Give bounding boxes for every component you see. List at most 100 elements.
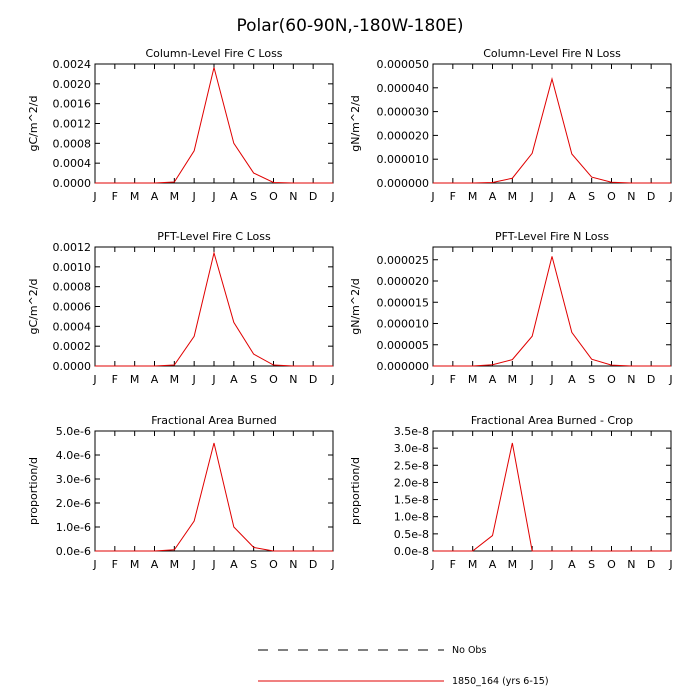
y-tick-label: 0.0020 — [53, 78, 92, 91]
y-tick-label: 1.0e-8 — [394, 511, 429, 524]
x-tick-label: M — [170, 190, 180, 203]
series-line — [95, 250, 333, 367]
y-tick-label: 2.0e-8 — [394, 476, 429, 489]
x-tick-label: J — [92, 190, 96, 203]
y-tick-label: 0.5e-8 — [394, 528, 429, 541]
y-axis-label: gN/m^2/d — [349, 95, 362, 152]
x-tick-label: F — [450, 558, 456, 571]
x-tick-label: J — [330, 373, 334, 386]
panel-title: PFT-Level Fire N Loss — [495, 230, 609, 243]
panel-title: Column-Level Fire C Loss — [145, 47, 282, 60]
y-tick-label: 0.0004 — [53, 320, 92, 333]
x-tick-label: J — [549, 373, 553, 386]
x-tick-label: A — [568, 190, 576, 203]
panel-title: Fractional Area Burned — [151, 414, 277, 427]
series-line — [95, 442, 333, 552]
x-tick-label: M — [468, 373, 478, 386]
x-tick-label: M — [508, 190, 518, 203]
x-tick-label: F — [450, 373, 456, 386]
y-tick-label: 5.0e-6 — [56, 425, 91, 438]
x-tick-label: F — [112, 373, 118, 386]
legend-label-obs: No Obs — [452, 645, 486, 656]
y-tick-label: 0.0000 — [53, 177, 92, 190]
x-tick-label: D — [309, 373, 317, 386]
plot-frame — [432, 63, 672, 184]
x-tick-label: J — [549, 190, 553, 203]
x-tick-label: A — [151, 190, 159, 203]
legend-label-model: 1850_164 (yrs 6-15) — [452, 676, 549, 687]
y-tick-label: 0.0006 — [53, 301, 92, 314]
y-tick-label: 0.000000 — [377, 177, 430, 190]
x-tick-label: S — [250, 190, 257, 203]
x-tick-label: J — [330, 190, 334, 203]
x-tick-label: J — [430, 373, 434, 386]
x-tick-label: J — [668, 373, 672, 386]
y-tick-label: 0.0010 — [53, 261, 92, 274]
y-tick-label: 0.000040 — [377, 82, 430, 95]
x-tick-label: S — [588, 373, 595, 386]
y-axis-label: gC/m^2/d — [27, 279, 40, 335]
x-tick-label: J — [92, 373, 96, 386]
series-line — [95, 67, 333, 184]
x-tick-label: M — [468, 190, 478, 203]
y-tick-label: 0.000005 — [377, 339, 430, 352]
y-tick-label: 3.5e-8 — [394, 425, 429, 438]
x-tick-label: F — [112, 558, 118, 571]
x-tick-label: A — [568, 373, 576, 386]
series-line — [433, 256, 671, 367]
y-tick-label: 0.000030 — [377, 106, 430, 119]
x-tick-label: N — [627, 190, 635, 203]
y-axis-label: gC/m^2/d — [27, 96, 40, 152]
x-tick-label: A — [151, 373, 159, 386]
x-tick-label: N — [289, 373, 297, 386]
y-axis-label: gN/m^2/d — [349, 278, 362, 335]
y-tick-label: 0.0016 — [53, 98, 92, 111]
plot-frame — [94, 430, 334, 552]
y-tick-label: 0.000015 — [377, 296, 430, 309]
x-tick-label: J — [530, 373, 534, 386]
panel-title: Column-Level Fire N Loss — [483, 47, 621, 60]
legend: No Obs 1850_164 (yrs 6-15) — [258, 645, 549, 687]
plot-frame — [432, 246, 672, 367]
y-tick-label: 0.0000 — [53, 360, 92, 373]
x-tick-label: M — [508, 558, 518, 571]
panel-title: Fractional Area Burned - Crop — [471, 414, 633, 427]
x-tick-label: S — [250, 373, 257, 386]
y-tick-label: 0.0004 — [53, 157, 92, 170]
x-tick-label: J — [668, 190, 672, 203]
y-tick-label: 0.000010 — [377, 153, 430, 166]
y-tick-label: 0.0012 — [53, 118, 92, 131]
x-tick-label: J — [211, 558, 215, 571]
x-tick-label: M — [170, 558, 180, 571]
x-tick-label: N — [289, 190, 297, 203]
x-tick-label: J — [192, 373, 196, 386]
plot-frame — [94, 246, 334, 367]
x-tick-label: A — [489, 190, 497, 203]
y-tick-label: 0.0008 — [53, 137, 92, 150]
x-tick-label: D — [647, 373, 655, 386]
x-tick-label: M — [130, 373, 140, 386]
x-tick-label: A — [151, 558, 159, 571]
y-tick-label: 2.0e-6 — [56, 497, 91, 510]
y-tick-label: 0.0e-8 — [394, 545, 429, 558]
y-tick-label: 0.0012 — [53, 241, 92, 254]
x-tick-label: A — [489, 373, 497, 386]
x-tick-label: M — [170, 373, 180, 386]
x-tick-label: J — [92, 558, 96, 571]
y-tick-label: 0.0002 — [53, 340, 92, 353]
x-tick-label: D — [309, 558, 317, 571]
x-tick-label: A — [489, 558, 497, 571]
y-tick-label: 1.0e-6 — [56, 521, 91, 534]
x-tick-label: J — [430, 190, 434, 203]
x-tick-label: O — [269, 373, 278, 386]
x-tick-label: J — [211, 373, 215, 386]
x-tick-label: O — [607, 190, 616, 203]
x-tick-label: A — [230, 190, 238, 203]
y-tick-label: 3.0e-6 — [56, 473, 91, 486]
